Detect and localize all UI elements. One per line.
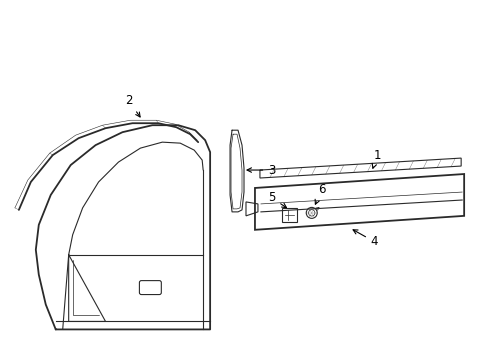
Text: 4: 4 <box>352 230 378 248</box>
Text: 5: 5 <box>267 192 286 208</box>
Text: 6: 6 <box>314 184 325 204</box>
Text: 1: 1 <box>371 149 381 168</box>
Text: 3: 3 <box>246 163 275 176</box>
Text: 2: 2 <box>124 94 140 117</box>
